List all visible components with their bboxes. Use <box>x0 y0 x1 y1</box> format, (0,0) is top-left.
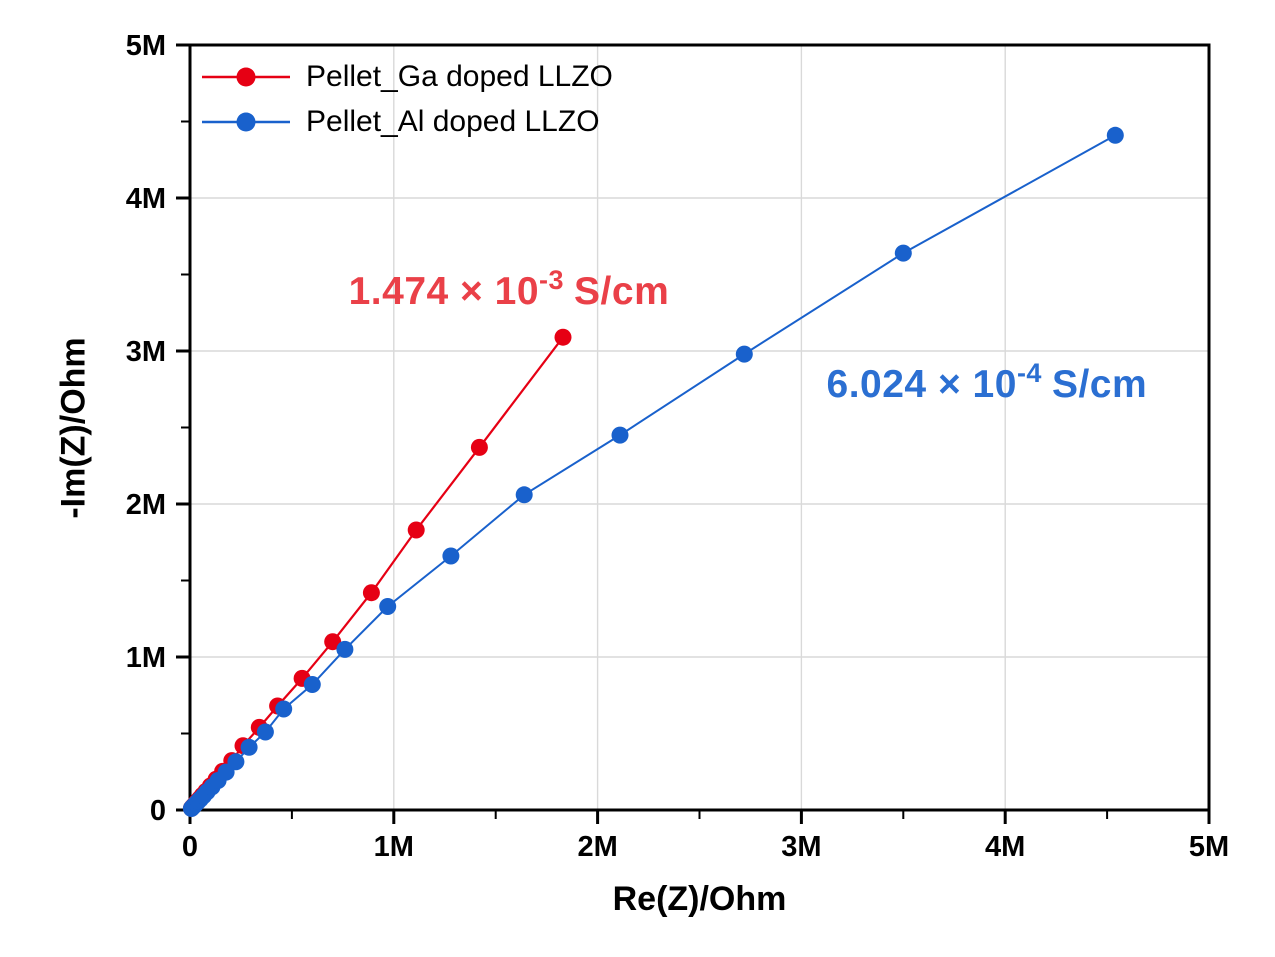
x-axis-title: Re(Z)/Ohm <box>612 880 787 918</box>
x-tick-label: 5M <box>1189 831 1229 863</box>
annotation-unit: S/cm <box>1051 362 1148 406</box>
legend: Pellet_Ga doped LLZO Pellet_Al doped LLZ… <box>200 54 613 144</box>
y-tick-label: 3M <box>126 336 166 368</box>
conductivity-annotation-ga: 1.474 × 10-3 S/cm <box>348 265 670 314</box>
x-tick-label: 1M <box>374 831 414 863</box>
data-point-ga <box>407 521 425 539</box>
data-point-ga <box>324 633 342 651</box>
series-line-al <box>190 134 1116 810</box>
annotation-base: 1.474 × 10 <box>348 270 540 314</box>
annotation-base: 6.024 × 10 <box>826 362 1017 406</box>
y-tick-label: 5M <box>126 30 166 62</box>
data-point-ga <box>362 584 380 602</box>
data-point-al <box>336 640 354 658</box>
x-tick-label: 0 <box>182 831 198 863</box>
y-tick-label: 0 <box>150 795 166 827</box>
data-point-ga <box>470 438 488 456</box>
x-tick-label: 4M <box>985 831 1025 863</box>
data-point-al <box>275 700 293 718</box>
data-point-al <box>227 753 245 771</box>
data-point-al <box>379 598 397 615</box>
series-line-ga <box>190 336 564 810</box>
data-point-al <box>1106 126 1124 144</box>
y-tick-label: 2M <box>126 489 166 521</box>
data-point-al <box>442 547 460 565</box>
data-point-al <box>256 723 274 741</box>
y-axis-title: -Im(Z)/Ohm <box>54 337 93 519</box>
legend-label-ga: Pellet_Ga doped LLZO <box>306 59 613 93</box>
line-circle-marker-icon <box>202 67 290 86</box>
conductivity-annotation-al: 6.024 × 10-4 S/cm <box>826 358 1148 407</box>
legend-label-al: Pellet_Al doped LLZO <box>306 104 600 138</box>
legend-item-al: Pellet_Al doped LLZO <box>200 99 613 144</box>
y-tick-label: 1M <box>126 642 166 674</box>
legend-item-ga: Pellet_Ga doped LLZO <box>200 54 613 99</box>
data-point-al <box>515 486 533 504</box>
y-tick-label: 4M <box>126 183 166 215</box>
data-point-ga <box>554 328 572 346</box>
annotation-exponent: -3 <box>539 265 565 296</box>
x-tick-label: 2M <box>577 831 617 863</box>
data-point-al <box>303 676 321 693</box>
data-point-al <box>611 426 629 444</box>
plot-frame <box>188 43 1211 812</box>
data-point-al <box>735 345 753 363</box>
annotation-unit: S/cm <box>574 270 670 314</box>
data-point-al <box>240 738 258 756</box>
annotation-exponent: -4 <box>1016 357 1042 388</box>
data-point-al <box>894 244 912 262</box>
x-tick-label: 3M <box>781 831 821 863</box>
line-circle-marker-icon <box>202 112 290 131</box>
